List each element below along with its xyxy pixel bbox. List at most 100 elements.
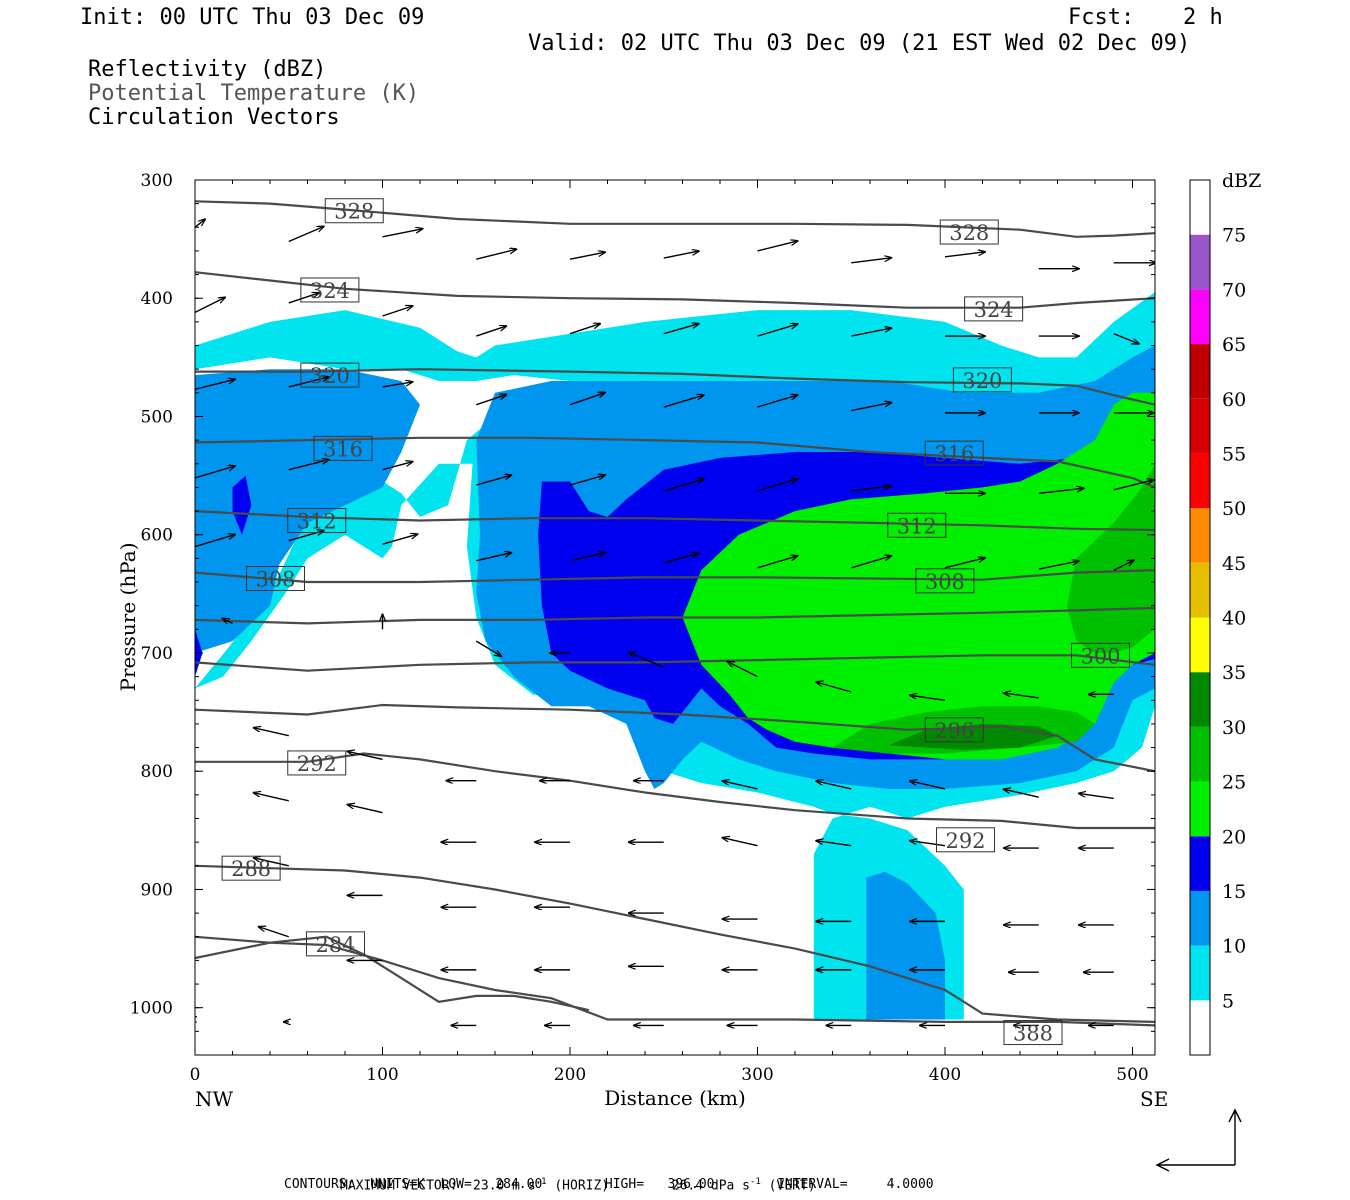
colorbar-label: 35 (1222, 662, 1246, 684)
theta-label-308: 308 (915, 568, 975, 594)
y-axis-label: Pressure (hPa) (116, 543, 140, 692)
circulation-vector (1004, 789, 1039, 798)
theta-label-text: 308 (925, 570, 965, 594)
theta-label-text: 316 (323, 437, 363, 461)
circulation-vector (816, 781, 852, 790)
theta-label-text: 316 (934, 442, 974, 466)
colorbar-label: 15 (1222, 881, 1246, 903)
colorbar-label: 25 (1222, 772, 1246, 794)
theta-label-box (936, 827, 995, 853)
colorbar-swatch (1190, 453, 1210, 509)
colorbar-swatch (1190, 1000, 1210, 1055)
circulation-vector (195, 297, 225, 314)
circulation-vector (569, 553, 605, 562)
theta-label-box (324, 198, 384, 224)
colorbar: 5 10 15 20 25 30 35 40 45 50 55 60 65 70 75 dBZ (1189, 170, 1261, 1056)
theta-line-320 (195, 368, 1155, 406)
theta-label-text: 296 (934, 719, 974, 743)
theta-label-box (887, 512, 947, 538)
theta-line-328 (195, 200, 1155, 238)
circulation-vector (475, 640, 501, 656)
theta-label-text: 328 (334, 200, 374, 224)
circulation-vector (382, 462, 413, 471)
circulation-vector (757, 556, 798, 569)
theta-label-324: 324 (964, 296, 1024, 322)
theta-line-312 (195, 510, 1155, 532)
max-vector-vert-label: (VERT) (760, 1178, 816, 1194)
theta-label-box (952, 367, 1012, 393)
max-vector-horiz-text: MAXIMUM VECTOR: 23.0 m s (340, 1178, 536, 1194)
x-end-label-right: SE (1140, 1087, 1168, 1111)
theta-label-text: 288 (231, 857, 271, 881)
theta-line-288 (195, 864, 1155, 1023)
theta-label-288: 288 (221, 855, 281, 881)
theta-line-296 (195, 703, 1155, 773)
circulation-vector (288, 226, 324, 243)
circulation-vector (851, 556, 891, 569)
circulation-vector (348, 805, 383, 814)
circulation-vector (476, 395, 506, 406)
field-vectors: Circulation Vectors (88, 105, 340, 130)
colorbar-swatch (1190, 890, 1210, 946)
y-tick-label: 400 (141, 289, 173, 309)
theta-label-324: 324 (300, 277, 360, 303)
circulation-vector (910, 841, 946, 847)
circulation-vector (1154, 318, 1155, 320)
theta-label-box (313, 435, 373, 461)
circulation-vector (569, 252, 605, 260)
theta-label-text: 320 (962, 369, 1002, 393)
theta-label-box (246, 565, 305, 591)
theta-label-box (1071, 642, 1130, 668)
colorbar-swatch (1190, 945, 1210, 1001)
colorbar-label: 5 (1222, 990, 1234, 1012)
circulation-vector (944, 558, 985, 569)
colorbar-label: 50 (1222, 498, 1246, 520)
y-tick-label: 1000 (130, 999, 173, 1019)
colorbar-label: 20 (1222, 826, 1246, 848)
circulation-vector (910, 781, 946, 790)
colorbar-swatch (1190, 398, 1210, 454)
colorbar-swatch (1190, 781, 1210, 837)
circulation-vector (816, 682, 852, 693)
colorbar-label: 60 (1222, 389, 1246, 411)
theta-label-text: 292 (297, 752, 337, 776)
colorbar-frame (1189, 179, 1211, 1056)
theta-label-box (287, 750, 347, 776)
x-tick-label: 400 (929, 1065, 961, 1085)
circulation-vector (382, 382, 413, 388)
theta-label-320: 320 (300, 362, 360, 388)
axes: 0 100 200 300 400 500 300 400 500 600 700 800 900 100… (130, 171, 1155, 1085)
circulation-vector (663, 479, 704, 492)
theta-label-text: 312 (897, 514, 937, 538)
colorbar-label: 45 (1222, 553, 1246, 575)
theta-line-292 (195, 752, 1155, 830)
theta-label-284: 284 (306, 931, 365, 957)
colorbar-swatch (1190, 836, 1210, 891)
circulation-vector (663, 553, 699, 564)
circulation-vector (1113, 560, 1134, 571)
colorbar-swatch (1190, 234, 1210, 290)
circulation-vector (663, 251, 699, 259)
theta-label-box (924, 717, 984, 743)
x-tick-label: 100 (366, 1065, 398, 1085)
theta-label-300: 300 (1071, 642, 1130, 668)
theta-label-text: 284 (315, 933, 355, 957)
colorbar-label: 70 (1222, 279, 1246, 301)
circulation-vector (728, 662, 758, 678)
colorbar-label: 40 (1222, 608, 1246, 630)
circulation-vector (944, 252, 985, 258)
y-tick-label: 500 (141, 407, 173, 427)
y-tick-label: 700 (141, 644, 173, 664)
theta-label-312: 312 (287, 508, 347, 534)
theta-contour-labels: 328 328 324 324 320 320 316 316 312 312 308 308 300 2… (221, 198, 1130, 1046)
x-axis-label: Distance (km) (604, 1086, 746, 1110)
theta-label-box (924, 440, 984, 466)
reflectivity-region-10dbz (195, 369, 420, 653)
reflectivity-region-15dbz (232, 475, 252, 535)
circulation-vector (1113, 480, 1154, 491)
theta-label-312: 312 (887, 512, 947, 538)
circulation-vector (663, 324, 699, 335)
circulation-vector (1038, 488, 1084, 495)
theta-label-292: 292 (936, 827, 995, 853)
